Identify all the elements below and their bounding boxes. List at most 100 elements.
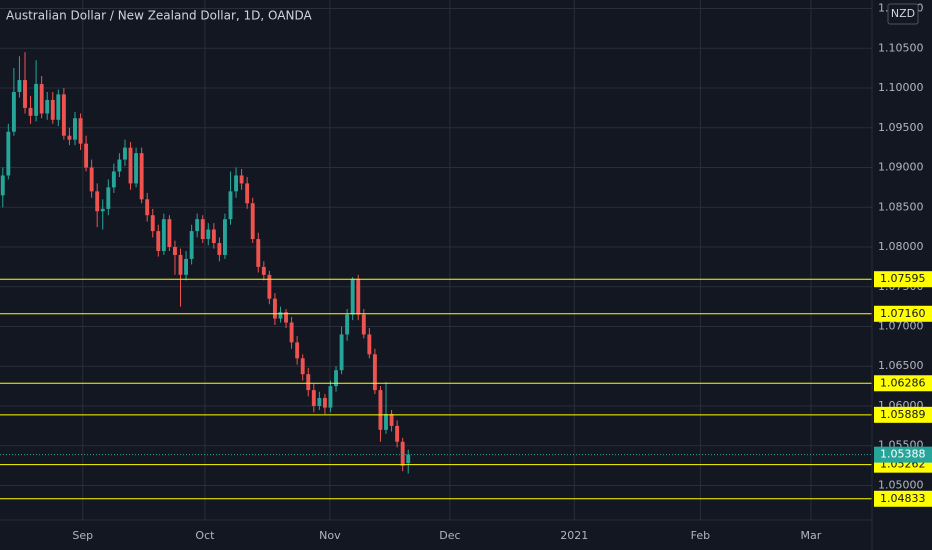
candle-body — [389, 413, 394, 426]
candle-body — [28, 107, 33, 116]
candle-body — [289, 322, 294, 343]
last-price-tag — [874, 446, 932, 463]
candle-body — [189, 231, 194, 259]
candle-body — [328, 386, 333, 408]
price-level-label: 1.05889 — [880, 408, 926, 421]
candle-body — [178, 254, 183, 275]
price-level-tag — [874, 271, 932, 288]
candle-body — [278, 312, 283, 319]
candle-body — [356, 278, 361, 315]
candle-body — [100, 208, 105, 212]
candle-body — [317, 398, 322, 406]
candle-body — [300, 358, 305, 375]
y-tick-label: 1.09000 — [878, 161, 924, 174]
price-level-tag — [874, 406, 932, 423]
candle-body — [228, 191, 233, 220]
candle-body — [211, 229, 216, 244]
y-tick-label: 1.09500 — [878, 121, 924, 134]
currency-label[interactable]: NZD — [891, 7, 915, 20]
candle-body — [78, 118, 83, 144]
candle-body — [56, 94, 61, 120]
x-tick-label: 2021 — [560, 529, 588, 542]
x-tick-label: Nov — [319, 529, 341, 542]
candle-body — [84, 143, 89, 168]
candle-body — [384, 413, 388, 430]
candle-body — [372, 354, 377, 391]
x-tick-label: Oct — [195, 529, 215, 542]
candle-body — [39, 84, 44, 114]
candle-body — [339, 334, 344, 371]
candle-body — [95, 191, 100, 212]
y-tick-label: 1.06500 — [878, 359, 924, 372]
candle-body — [150, 215, 155, 232]
price-level-label: 1.06286 — [880, 376, 926, 389]
candle-body — [284, 312, 288, 323]
candle-body — [295, 342, 300, 359]
candle-body — [123, 147, 127, 160]
y-tick-label: 1.10000 — [878, 81, 924, 94]
y-tick-label: 1.10500 — [878, 41, 924, 54]
candle-body — [245, 183, 250, 204]
candle-body — [400, 441, 405, 466]
candle-body — [34, 84, 39, 116]
candle-body — [145, 199, 150, 216]
candle-body — [73, 118, 77, 140]
candle-body — [222, 219, 227, 255]
candle-body — [322, 398, 327, 408]
price-level-tag — [874, 305, 932, 322]
candle-body — [200, 219, 205, 240]
candle-body — [11, 91, 16, 132]
y-tick-label: 1.08500 — [878, 200, 924, 213]
last-price-label: 1.05388 — [880, 448, 926, 461]
candle-body — [378, 390, 383, 430]
candle-body — [334, 370, 338, 387]
candle-body — [17, 80, 22, 92]
candle-body — [128, 147, 133, 184]
price-level-label: 1.07160 — [880, 307, 926, 320]
candle-body — [6, 131, 11, 176]
candle-body — [156, 231, 161, 251]
x-tick-label: Dec — [439, 529, 460, 542]
candle-body — [67, 135, 72, 140]
x-tick-label: Mar — [801, 529, 822, 542]
candle-body — [161, 219, 166, 251]
price-level-tag — [874, 375, 932, 392]
chart-title: Australian Dollar / New Zealand Dollar, … — [6, 9, 312, 23]
candle-body — [167, 219, 172, 248]
x-tick-label: Feb — [691, 529, 710, 542]
candle-body — [206, 229, 211, 240]
candle-body — [106, 187, 111, 209]
candle-body — [350, 278, 355, 315]
candle-body — [61, 94, 66, 136]
candle-body — [111, 171, 116, 188]
candle-body — [173, 247, 177, 255]
candle-body — [23, 80, 27, 108]
price-level-tag — [874, 490, 932, 507]
candle-body — [395, 425, 400, 442]
candle-body — [256, 239, 261, 267]
candle-body — [361, 314, 366, 335]
y-tick-label: 1.05000 — [878, 478, 924, 491]
candle-body — [234, 175, 238, 192]
candle-body — [267, 274, 272, 299]
x-tick-label: Sep — [72, 529, 93, 542]
candle-body — [89, 167, 94, 192]
candle-body — [139, 153, 144, 200]
price-level-label: 1.07595 — [880, 272, 926, 285]
candle-body — [184, 258, 189, 275]
candle-body — [261, 266, 266, 275]
currency-box[interactable] — [887, 3, 919, 25]
candle-body — [50, 99, 55, 120]
candle-body — [134, 153, 139, 184]
candle-body — [250, 203, 255, 240]
candle-body — [367, 334, 372, 355]
price-level-label: 1.04833 — [880, 492, 926, 505]
y-tick-label: 1.08000 — [878, 240, 924, 253]
candle-body — [45, 99, 50, 114]
candle-body — [306, 374, 311, 391]
candle-body — [217, 243, 222, 255]
candle-body — [272, 298, 277, 319]
candle-body — [406, 454, 411, 464]
